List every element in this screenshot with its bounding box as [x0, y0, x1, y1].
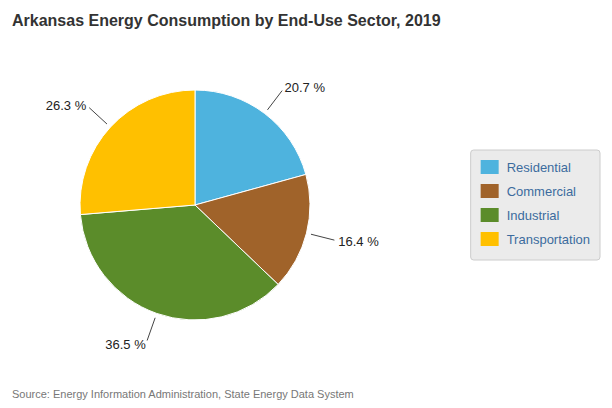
leader-line	[89, 108, 107, 124]
title: Arkansas Energy Consumption by End-Use S…	[12, 12, 441, 29]
legend-label: Transportation	[507, 232, 590, 247]
legend-label: Commercial	[507, 184, 576, 199]
data-labels: 20.7 % 16.4 % 36.5 % 26.3 %	[46, 80, 379, 352]
legend-swatch	[481, 184, 499, 198]
legend: Residential Commercial Industrial Transport…	[471, 150, 600, 260]
pie-slice	[80, 205, 278, 320]
data-label: 20.7 %	[285, 80, 326, 95]
leader-line	[267, 91, 282, 110]
chart: Arkansas Energy Consumption by End-Use S…	[0, 0, 612, 408]
data-label: 26.3 %	[46, 98, 87, 113]
legend-swatch	[481, 160, 499, 174]
pie	[80, 90, 310, 320]
pie-slice	[80, 90, 195, 215]
legend-swatch	[481, 232, 499, 246]
legend-label: Industrial	[507, 208, 560, 223]
leader-line	[147, 318, 155, 341]
legend-box	[471, 150, 600, 260]
source-note: Source: Energy Information Administratio…	[12, 388, 354, 400]
legend-label: Residential	[507, 160, 571, 175]
data-label: 36.5 %	[105, 337, 146, 352]
leader-line	[311, 234, 334, 240]
data-label: 16.4 %	[338, 234, 379, 249]
legend-swatch	[481, 208, 499, 222]
